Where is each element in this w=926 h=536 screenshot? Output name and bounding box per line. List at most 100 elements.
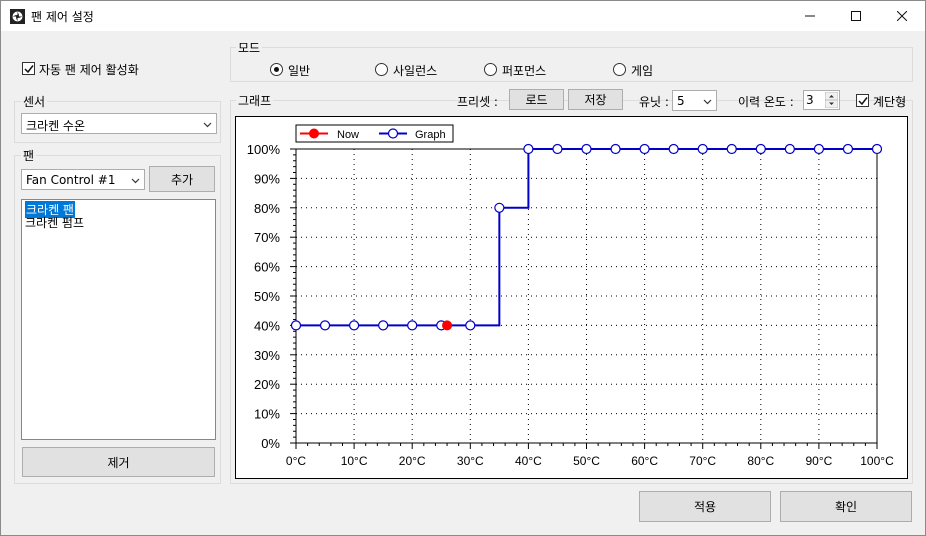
graph-point[interactable] <box>494 202 505 213</box>
chevron-down-icon <box>203 122 212 128</box>
checkmark-icon <box>24 65 34 74</box>
y-tick-label: 30% <box>254 348 280 363</box>
step-checkbox[interactable] <box>856 94 869 107</box>
maximize-button[interactable] <box>833 1 879 31</box>
graph-group-label: 그래프 <box>236 92 274 109</box>
y-tick-label: 90% <box>254 171 280 186</box>
minimize-icon <box>805 15 815 17</box>
y-tick-label: 40% <box>254 318 280 333</box>
history-temp-value: 3 <box>806 93 814 107</box>
fan-select[interactable]: Fan Control #1 <box>21 169 145 190</box>
fan-group-label: 팬 <box>21 147 37 164</box>
graph-point[interactable] <box>871 143 883 155</box>
app-icon <box>10 9 25 24</box>
history-temp-label: 이력 온도 : <box>738 95 794 109</box>
chart-legend <box>295 124 454 143</box>
graph-point[interactable] <box>784 143 795 155</box>
mode-radio-silence[interactable] <box>375 63 388 76</box>
mode-label-game: 게임 <box>631 64 654 78</box>
auto-control-label: 자동 팬 제어 활성화 <box>39 63 139 77</box>
radio-selected-dot <box>274 67 279 72</box>
mode-group <box>230 47 913 82</box>
graph-point[interactable] <box>813 143 825 155</box>
now-point <box>442 320 453 331</box>
legend-now-marker <box>309 128 319 139</box>
x-tick-label: 80°C <box>747 454 774 468</box>
apply-button[interactable]: 적용 <box>639 491 771 522</box>
graph-point[interactable] <box>610 143 621 155</box>
auto-control-checkbox[interactable] <box>22 62 35 75</box>
sensor-group <box>14 101 221 143</box>
x-tick-label: 20°C <box>399 454 426 468</box>
ok-button[interactable]: 확인 <box>780 491 912 522</box>
y-tick-label: 80% <box>254 201 280 216</box>
x-tick-label: 100°C <box>860 454 894 468</box>
history-temp-spinner[interactable]: 3 <box>803 90 840 110</box>
chevron-down-icon <box>131 178 140 184</box>
graph-point[interactable] <box>378 320 389 331</box>
legend-graph-marker <box>387 128 399 139</box>
legend-now-label: Now <box>337 129 359 141</box>
spin-arrows-icon[interactable] <box>825 92 838 108</box>
fan-select-value: Fan Control #1 <box>26 173 116 187</box>
title-bar: 팬 제어 설정 <box>1 1 925 31</box>
graph-point[interactable] <box>697 143 708 155</box>
preset-label: 프리셋 : <box>457 95 498 109</box>
maximize-icon <box>851 11 861 21</box>
mode-radio-normal[interactable] <box>270 63 283 76</box>
graph-point[interactable] <box>581 143 592 155</box>
fan-list[interactable]: 크라켄 팬 크라켄 펌프 <box>21 199 216 440</box>
graph-point[interactable] <box>348 320 360 331</box>
window-title: 팬 제어 설정 <box>31 10 94 24</box>
unit-select-value: 5 <box>677 94 685 108</box>
x-tick-label: 90°C <box>805 454 832 468</box>
close-icon <box>897 11 907 21</box>
graph-point[interactable] <box>668 143 679 155</box>
legend-graph-label: Graph <box>415 129 446 141</box>
graph-point[interactable] <box>407 320 418 331</box>
mode-label-silence: 사일런스 <box>393 64 438 78</box>
fan-list-item[interactable]: 크라켄 팬 <box>24 200 76 219</box>
checkmark-icon <box>858 97 868 106</box>
graph-point[interactable] <box>639 143 650 155</box>
graph-point[interactable] <box>290 320 302 331</box>
graph-point[interactable] <box>842 143 854 155</box>
mode-label-normal: 일반 <box>288 64 311 78</box>
x-tick-label: 40°C <box>515 454 542 468</box>
x-tick-label: 60°C <box>631 454 658 468</box>
graph-point[interactable] <box>726 143 737 155</box>
preset-load-button[interactable]: 로드 <box>509 89 564 110</box>
graph-point[interactable] <box>319 320 331 331</box>
fan-curve-chart-svg[interactable]: 0°C 10°C 20°C 30°C 40°C 50°C 60°C 70°C 80°C 90°C 1… <box>236 117 907 478</box>
x-tick-label: 0°C <box>286 454 306 468</box>
unit-select[interactable]: 5 <box>672 90 717 111</box>
mode-radio-performance[interactable] <box>484 63 497 76</box>
mode-radio-game[interactable] <box>613 63 626 76</box>
mode-label-performance: 퍼포먼스 <box>502 64 547 78</box>
y-tick-label: 20% <box>254 377 280 392</box>
step-label: 계단형 <box>873 95 907 109</box>
sensor-group-label: 센서 <box>21 93 48 110</box>
fan-curve-chart[interactable]: 0°C 10°C 20°C 30°C 40°C 50°C 60°C 70°C 80°C 90°C 1… <box>235 116 908 479</box>
graph-point[interactable] <box>523 143 534 155</box>
minimize-button[interactable] <box>787 1 833 31</box>
preset-save-button[interactable]: 저장 <box>568 89 623 110</box>
x-tick-label: 70°C <box>689 454 716 468</box>
close-button[interactable] <box>879 1 925 31</box>
add-fan-button[interactable]: 추가 <box>149 166 215 192</box>
x-tick-label: 30°C <box>457 454 484 468</box>
y-tick-label: 60% <box>254 260 280 275</box>
x-tick-label: 10°C <box>341 454 368 468</box>
graph-point[interactable] <box>755 143 766 155</box>
chevron-down-icon <box>703 99 712 105</box>
mode-group-label: 모드 <box>236 39 263 56</box>
sensor-select[interactable]: 크라켄 수온 <box>21 113 217 134</box>
fan-list-item[interactable]: 크라켄 펌프 <box>25 216 85 230</box>
graph-point[interactable] <box>465 320 476 331</box>
graph-point[interactable] <box>552 143 563 155</box>
remove-fan-button[interactable]: 제거 <box>22 447 215 477</box>
y-tick-label: 0% <box>261 436 280 451</box>
sensor-select-value: 크라켄 수온 <box>26 119 86 133</box>
x-tick-label: 50°C <box>573 454 600 468</box>
